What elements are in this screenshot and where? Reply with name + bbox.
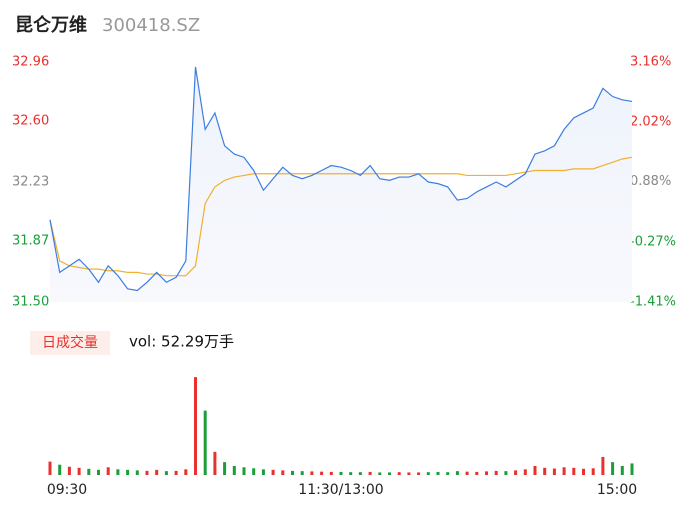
volume-bar bbox=[436, 471, 440, 475]
volume-bar bbox=[591, 468, 595, 475]
volume-bar bbox=[97, 469, 100, 475]
series-line bbox=[49, 156, 633, 277]
volume-total: vol: 52.29万手 bbox=[129, 333, 234, 351]
volume-bar bbox=[446, 472, 450, 475]
volume-bar bbox=[407, 472, 411, 475]
volume-bar bbox=[116, 469, 120, 475]
volume-bar bbox=[271, 469, 275, 475]
volume-bar bbox=[552, 468, 556, 475]
volume-bar bbox=[77, 467, 81, 475]
volume-bar bbox=[523, 469, 527, 475]
volume-bar bbox=[620, 465, 624, 475]
volume-bar bbox=[378, 472, 382, 475]
y-tick-label: 32.96 bbox=[12, 55, 49, 70]
y-tick-label: 32.23 bbox=[12, 175, 49, 190]
volume-bar bbox=[349, 472, 353, 475]
volume-bar bbox=[291, 470, 294, 475]
volume-bar bbox=[242, 467, 246, 475]
volume-bar bbox=[582, 468, 585, 475]
volume-bar bbox=[48, 461, 52, 475]
volume-bar bbox=[543, 467, 547, 475]
volume-bar bbox=[601, 456, 605, 475]
volume-bar bbox=[455, 471, 459, 475]
volume-bar bbox=[155, 469, 159, 475]
volume-bar bbox=[87, 468, 91, 475]
volume-bar bbox=[164, 471, 168, 475]
volume-bar bbox=[261, 469, 265, 475]
x-tick-label: 15:00 bbox=[597, 482, 637, 498]
volume-bar bbox=[184, 469, 188, 475]
volume-bar bbox=[572, 467, 576, 475]
volume-bar bbox=[223, 462, 227, 475]
y2-tick-label: -1.41% bbox=[630, 295, 676, 310]
volume-bar bbox=[630, 463, 634, 475]
volume-bar bbox=[562, 467, 566, 475]
volume-bar bbox=[174, 470, 178, 475]
stock-name: 昆仑万维 bbox=[15, 14, 87, 36]
y2-tick-label: 2.02% bbox=[630, 114, 671, 129]
volume-bar bbox=[368, 471, 372, 475]
volume-bar bbox=[504, 471, 508, 475]
y-tick-label: 31.87 bbox=[12, 234, 49, 249]
y2-tick-label: 0.88% bbox=[630, 174, 671, 189]
volume-bar bbox=[397, 472, 401, 475]
volume-bar bbox=[232, 465, 236, 475]
volume-bar bbox=[417, 472, 421, 475]
price-area bbox=[50, 66, 632, 302]
volume-label: 日成交量 bbox=[42, 334, 98, 351]
volume-bar bbox=[465, 471, 469, 475]
volume-bar bbox=[514, 470, 518, 475]
volume-bar bbox=[475, 471, 479, 475]
volume-bar bbox=[533, 465, 537, 475]
volume-bar bbox=[339, 471, 343, 475]
volume-bar bbox=[67, 466, 71, 475]
volume-bar bbox=[126, 469, 130, 475]
volume-bar bbox=[203, 410, 207, 475]
volume-bar bbox=[426, 472, 430, 475]
y-tick-label: 32.60 bbox=[12, 114, 49, 129]
volume-bar bbox=[213, 451, 217, 475]
volume-bar bbox=[485, 471, 488, 475]
x-tick-label: 11:30/13:00 bbox=[298, 482, 383, 498]
series-line bbox=[49, 66, 633, 292]
volume-bar bbox=[310, 471, 314, 475]
volume-bar bbox=[329, 471, 333, 475]
volume-bar bbox=[388, 472, 391, 475]
y-tick-label: 31.50 bbox=[12, 295, 49, 310]
y2-tick-label: 3.16% bbox=[630, 55, 671, 70]
volume-bar bbox=[320, 471, 324, 475]
volume-bar bbox=[281, 470, 285, 475]
volume-bar bbox=[58, 464, 62, 475]
stock-code: 300418.SZ bbox=[102, 15, 200, 36]
volume-bar bbox=[611, 462, 615, 475]
volume-bar bbox=[494, 470, 498, 475]
volume-bar bbox=[252, 468, 256, 475]
y2-tick-label: -0.27% bbox=[630, 235, 676, 250]
volume-bar bbox=[300, 471, 304, 475]
volume-bar bbox=[106, 467, 110, 475]
volume-label-bg bbox=[30, 331, 110, 355]
volume-bar bbox=[145, 470, 149, 475]
volume-bar bbox=[135, 470, 139, 475]
volume-bar bbox=[194, 377, 197, 475]
x-tick-label: 09:30 bbox=[47, 482, 87, 498]
volume-bar bbox=[358, 472, 362, 475]
